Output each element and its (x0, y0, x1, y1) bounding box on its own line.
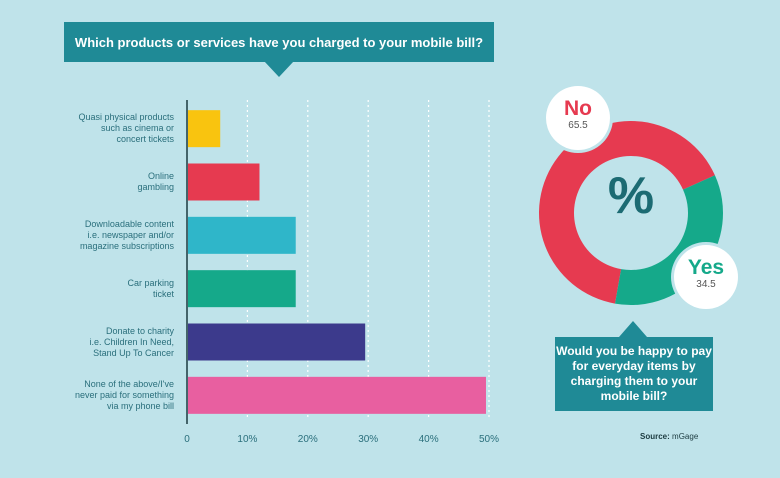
percent-symbol: % (607, 167, 655, 225)
x-tick-label: 20% (298, 434, 318, 445)
bar (188, 323, 366, 361)
yes-bubble: Yes 34.5 (674, 245, 738, 309)
category-label: Donate to charity i.e. Children In Need, S… (89, 325, 174, 358)
question-pointer (619, 321, 647, 337)
x-tick-label: 50% (479, 434, 499, 445)
x-tick-label: 30% (358, 434, 378, 445)
question-text: Would you be happy to pay for everyday i… (556, 344, 712, 403)
x-tick-label: 0 (184, 434, 190, 445)
bar (188, 270, 296, 308)
no-bubble: No 65.5 (546, 86, 610, 150)
source-note: Source: mGage (640, 432, 698, 441)
bar (188, 216, 296, 254)
yes-label: Yes (687, 256, 725, 279)
chart-title: Which products or services have you char… (74, 34, 484, 50)
bar (188, 110, 221, 148)
banner-pointer (264, 61, 294, 77)
question-box: Would you be happy to pay for everyday i… (555, 337, 713, 411)
category-label: Quasi physical products such as cinema or… (78, 112, 174, 145)
chart-title-banner: Which products or services have you char… (64, 22, 494, 62)
source-prefix: Source: (640, 432, 670, 441)
bar (188, 163, 260, 201)
donut-slice (539, 121, 715, 304)
category-label: Downloadable content i.e. newspaper and/o… (79, 218, 174, 251)
category-label: Online gambling (137, 171, 174, 192)
yes-value: 34.5 (696, 279, 716, 290)
x-tick-label: 10% (237, 434, 257, 445)
source-name: mGage (672, 432, 699, 441)
category-label: Car parking ticket (127, 277, 174, 299)
no-label: No (564, 97, 592, 120)
bar-chart: 0 10% 20% 30% 40% 50% (184, 100, 499, 445)
bar (188, 376, 486, 414)
no-value: 65.5 (568, 120, 588, 131)
x-tick-label: 40% (419, 434, 439, 445)
category-label: None of the above/I've never paid for som… (74, 378, 174, 411)
